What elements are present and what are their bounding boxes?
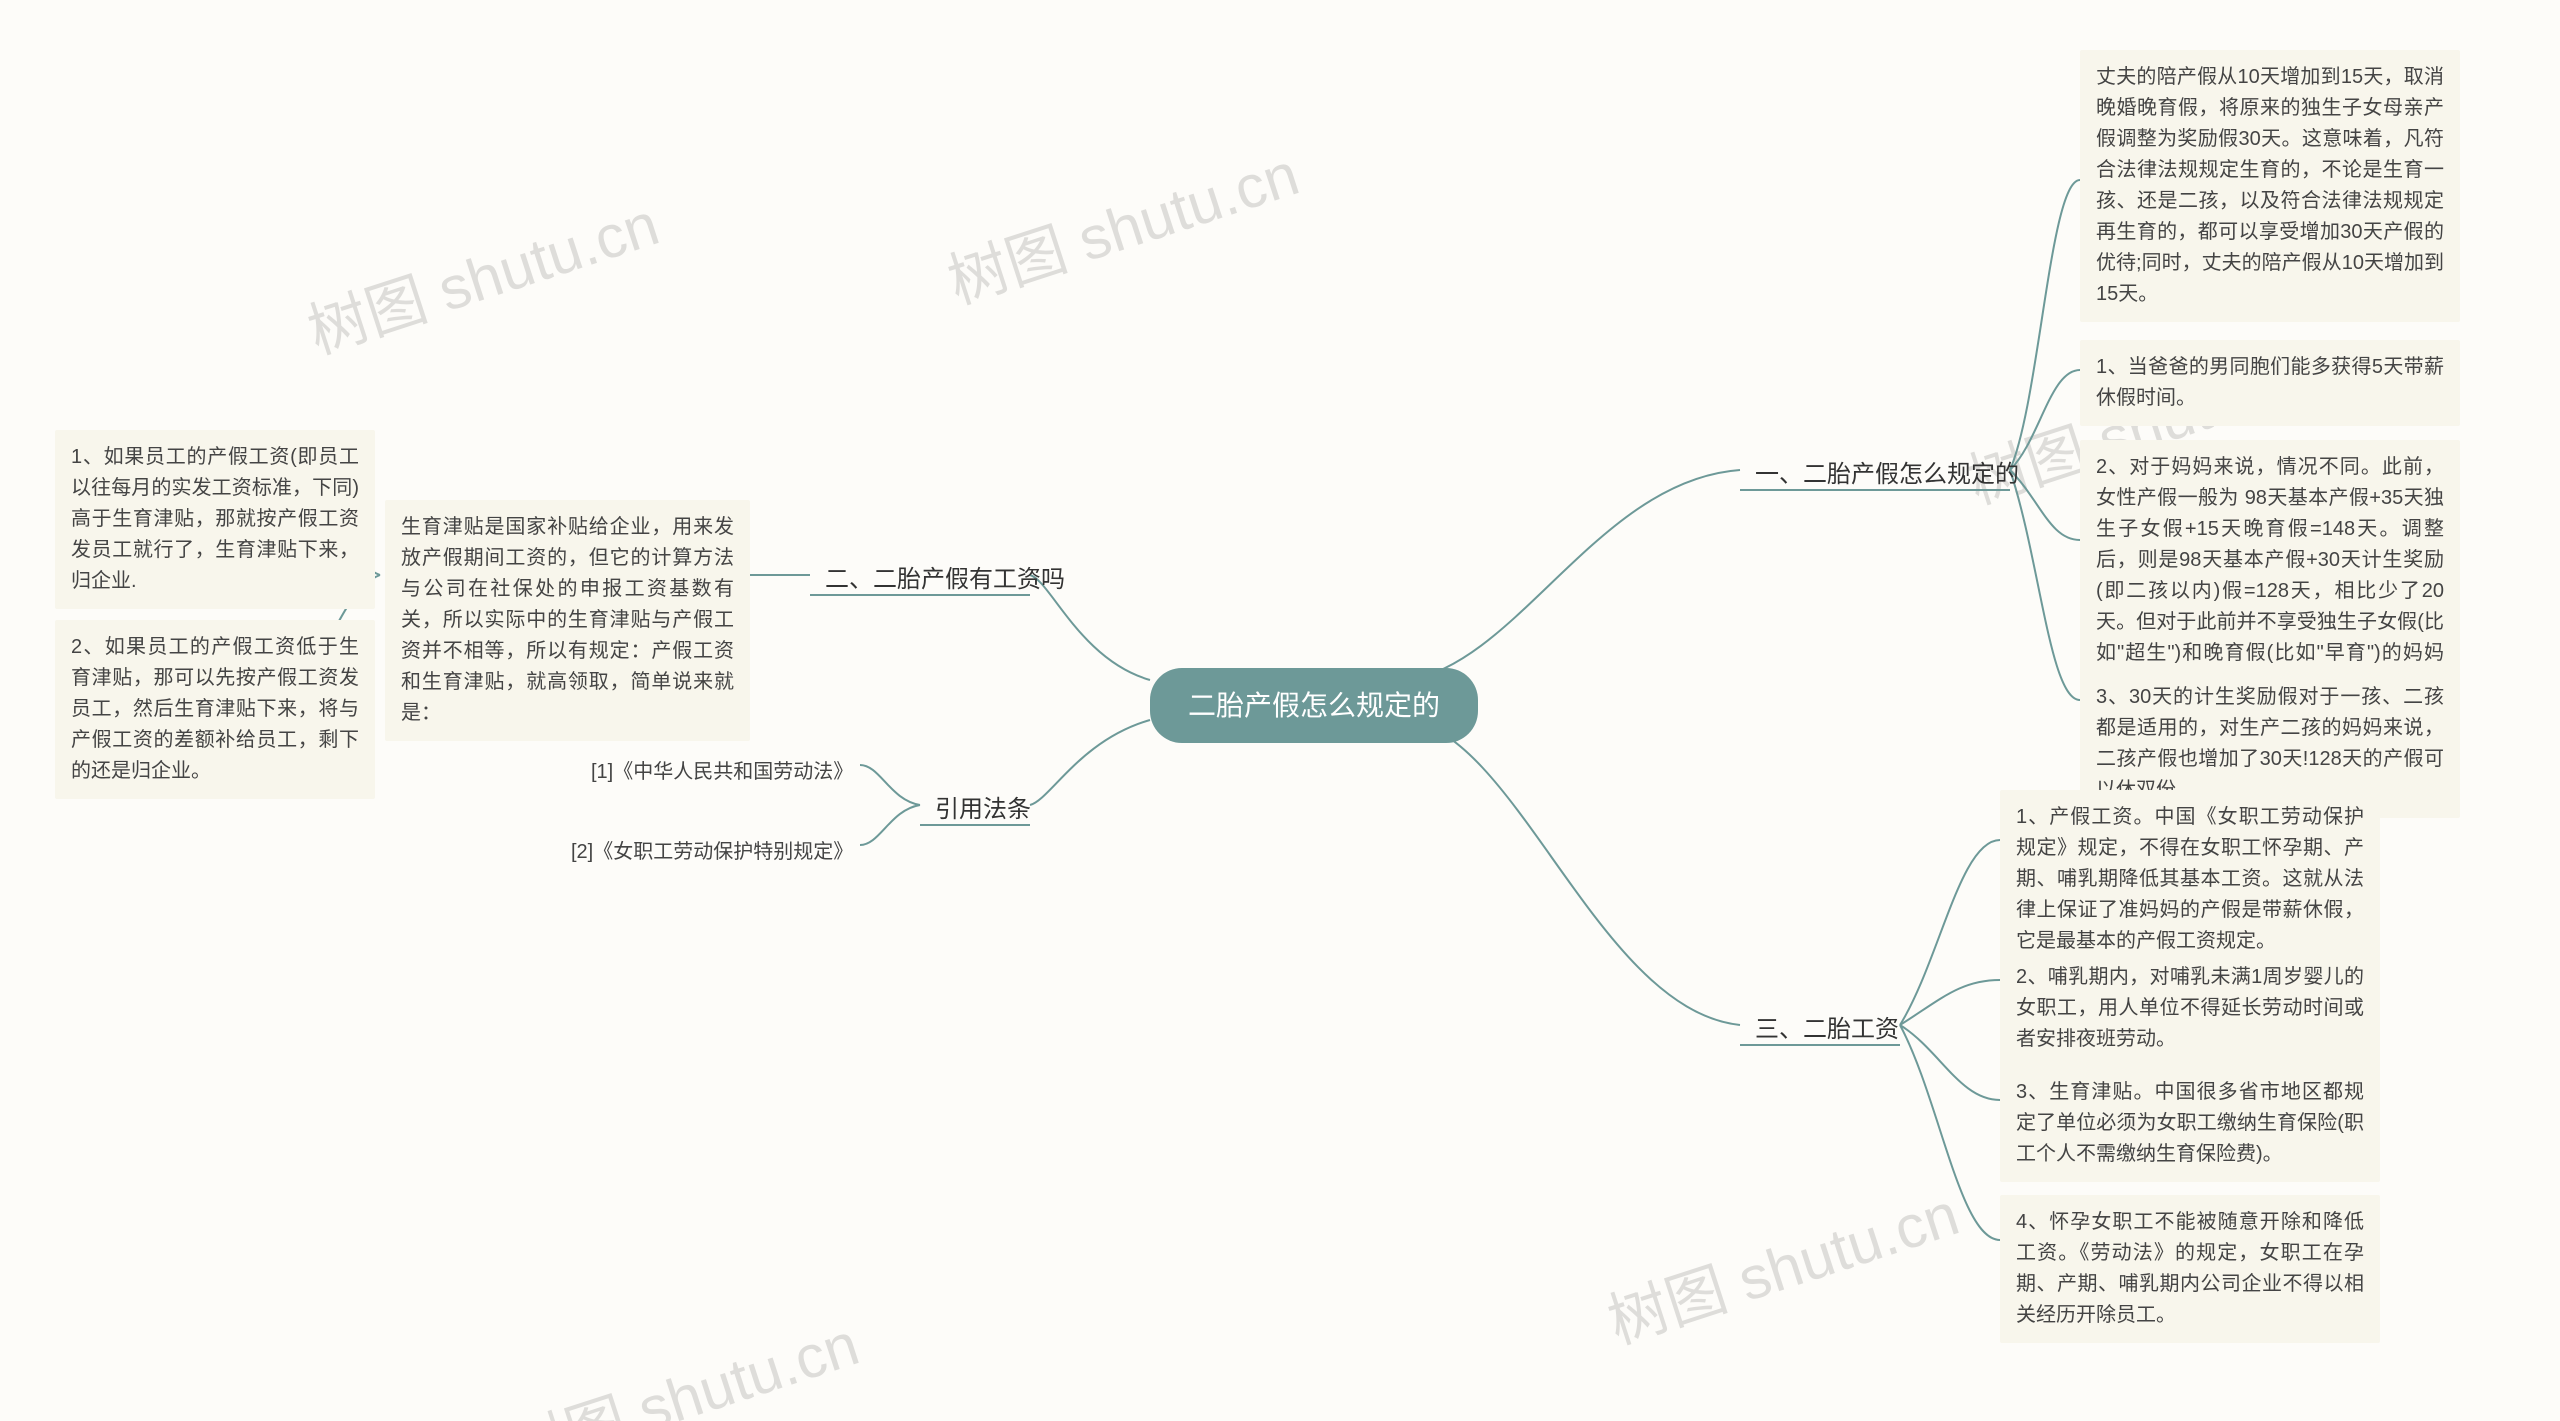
- branch-1: 一、二胎产假怎么规定的: [1745, 450, 2029, 499]
- branch-2: 二、二胎产假有工资吗: [815, 555, 1075, 604]
- leaf-3b: 2、哺乳期内，对哺乳未满1周岁婴儿的女职工，用人单位不得延长劳动时间或者安排夜班…: [2000, 950, 2380, 1067]
- leaf-3c: 3、生育津贴。中国很多省市地区都规定了单位必须为女职工缴纳生育保险(职工个人不需…: [2000, 1065, 2380, 1182]
- leaf-2c: 2、如果员工的产假工资低于生育津贴，那可以先按产假工资发员工，然后生育津贴下来，…: [55, 620, 375, 799]
- branch-4: 引用法条: [925, 785, 1041, 834]
- leaf-4b: [2]《女职工劳动保护特别规定》: [555, 825, 860, 880]
- root-node: 二胎产假怎么规定的: [1150, 668, 1478, 743]
- branch-3: 三、二胎工资: [1745, 1005, 1909, 1054]
- leaf-1a: 丈夫的陪产假从10天增加到15天，取消晚婚晚育假，将原来的独生子女母亲产假调整为…: [2080, 50, 2460, 322]
- leaf-3a: 1、产假工资。中国《女职工劳动保护规定》规定，不得在女职工怀孕期、产期、哺乳期降…: [2000, 790, 2380, 969]
- leaf-2a: 生育津贴是国家补贴给企业，用来发放产假期间工资的，但它的计算方法与公司在社保处的…: [385, 500, 750, 741]
- leaf-4a: [1]《中华人民共和国劳动法》: [575, 745, 860, 800]
- leaf-3d: 4、怀孕女职工不能被随意开除和降低工资。《劳动法》的规定，女职工在孕期、产期、哺…: [2000, 1195, 2380, 1343]
- leaf-1b: 1、当爸爸的男同胞们能多获得5天带薪休假时间。: [2080, 340, 2460, 426]
- leaf-2b: 1、如果员工的产假工资(即员工以往每月的实发工资标准，下同)高于生育津贴，那就按…: [55, 430, 375, 609]
